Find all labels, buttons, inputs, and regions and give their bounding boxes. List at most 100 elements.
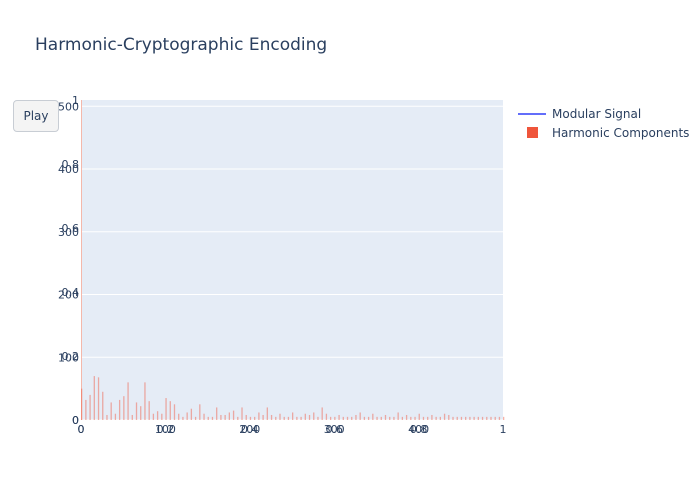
harmonic-bar xyxy=(232,410,235,420)
harmonic-bar xyxy=(367,416,370,420)
harmonic-bar xyxy=(465,416,467,420)
harmonic-bar xyxy=(359,412,361,420)
harmonic-bar xyxy=(410,416,412,420)
grid-lines xyxy=(81,100,503,421)
harmonic-bar xyxy=(186,412,188,420)
harmonic-bar xyxy=(279,413,281,420)
harmonic-bar xyxy=(452,416,454,420)
y-tick-label: 500 xyxy=(58,100,79,113)
harmonic-bar xyxy=(241,407,243,420)
plot-area xyxy=(81,100,503,420)
harmonic-bar xyxy=(114,413,117,420)
harmonic-bar xyxy=(135,402,138,420)
x2-tick-label: 0.2 xyxy=(157,423,175,436)
harmonic-bar xyxy=(363,416,366,420)
harmonic-bar xyxy=(283,416,285,420)
harmonic-bar xyxy=(224,414,226,420)
harmonic-bar xyxy=(89,394,91,420)
x-tick-label: 300 xyxy=(324,423,345,436)
harmonic-bar xyxy=(249,416,252,420)
y-tick-label: 200 xyxy=(58,289,79,302)
harmonic-bar xyxy=(414,416,416,420)
legend-item-harmonic-components[interactable]: Harmonic Components xyxy=(552,126,689,140)
harmonic-bar xyxy=(460,416,463,420)
harmonic-bar xyxy=(169,401,171,420)
harmonic-bar xyxy=(148,401,150,420)
harmonic-bar xyxy=(258,412,260,420)
harmonic-bar xyxy=(503,416,505,420)
harmonic-bar xyxy=(85,399,87,420)
y2-tick-label: 1 xyxy=(72,94,79,107)
legend-item-modular-signal[interactable]: Modular Signal xyxy=(552,107,641,121)
harmonic-bar xyxy=(477,416,479,420)
harmonic-bar xyxy=(384,414,387,420)
harmonic-bar xyxy=(334,416,336,420)
harmonic-bar xyxy=(97,377,100,420)
harmonic-bar xyxy=(254,416,256,420)
y-tick-label: 0 xyxy=(72,414,79,427)
harmonic-bar xyxy=(401,416,404,420)
harmonic-bar xyxy=(152,413,155,420)
legend[interactable]: Modular Signal Harmonic Components xyxy=(518,107,689,140)
harmonic-bar xyxy=(203,413,205,420)
y-tick-label: 300 xyxy=(58,226,79,239)
harmonic-bar xyxy=(165,398,167,420)
harmonic-bar xyxy=(262,414,264,420)
harmonic-bar xyxy=(140,406,142,420)
y2-tick-label: 0.2 xyxy=(62,350,80,363)
harmonic-bar xyxy=(287,416,290,420)
harmonic-bar xyxy=(490,416,492,420)
harmonic-bar xyxy=(275,416,277,420)
harmonic-bar xyxy=(321,407,323,420)
harmonic-bar xyxy=(439,416,441,420)
harmonic-bar xyxy=(481,416,484,420)
harmonic-bar xyxy=(211,416,214,420)
chart-title: Harmonic-Cryptographic Encoding xyxy=(35,35,327,55)
harmonic-bar xyxy=(245,414,247,420)
harmonic-bar xyxy=(190,408,193,420)
legend-bar-swatch xyxy=(527,127,538,138)
harmonic-bar xyxy=(498,416,501,420)
harmonic-bar xyxy=(220,414,222,420)
harmonic-bar xyxy=(178,413,180,420)
harmonic-bar xyxy=(173,404,176,420)
harmonic-bar xyxy=(397,412,399,420)
y2-tick-label: 0 xyxy=(72,414,79,427)
bar-series xyxy=(81,376,505,420)
harmonic-bar xyxy=(418,413,420,420)
harmonic-bar xyxy=(351,416,353,420)
harmonic-bar xyxy=(81,388,83,420)
harmonic-bar xyxy=(102,391,104,420)
harmonic-bar xyxy=(486,416,488,420)
x-tick-label: 400 xyxy=(408,423,429,436)
harmonic-bar xyxy=(110,402,112,420)
harmonic-bar xyxy=(308,414,311,420)
x-tick-label: 0 xyxy=(78,423,85,436)
harmonic-bar xyxy=(338,414,340,420)
harmonic-bar xyxy=(422,416,425,420)
harmonic-bar xyxy=(372,413,374,420)
harmonic-bar xyxy=(304,413,306,420)
y2-tick-label: 0.6 xyxy=(62,222,80,235)
y-tick-label: 100 xyxy=(58,351,79,364)
x2-tick-label: 1 xyxy=(500,423,507,436)
harmonic-bar xyxy=(380,416,382,420)
harmonic-bar xyxy=(329,416,332,420)
y2-tick-label: 0.8 xyxy=(62,158,80,171)
harmonic-bar xyxy=(494,416,496,420)
harmonic-bar xyxy=(405,414,408,420)
harmonic-bar xyxy=(228,412,230,420)
harmonic-bar xyxy=(435,416,437,420)
harmonic-bar xyxy=(182,416,184,420)
harmonic-bar xyxy=(346,416,349,420)
harmonic-bar xyxy=(127,382,129,420)
play-button[interactable]: Play xyxy=(13,100,59,132)
harmonic-bar xyxy=(131,414,133,420)
y2-tick-label: 0.4 xyxy=(62,286,80,299)
x-tick-label: 100 xyxy=(155,423,176,436)
harmonic-bar xyxy=(342,416,344,420)
harmonic-bar xyxy=(194,416,197,420)
harmonic-bar xyxy=(317,416,319,420)
